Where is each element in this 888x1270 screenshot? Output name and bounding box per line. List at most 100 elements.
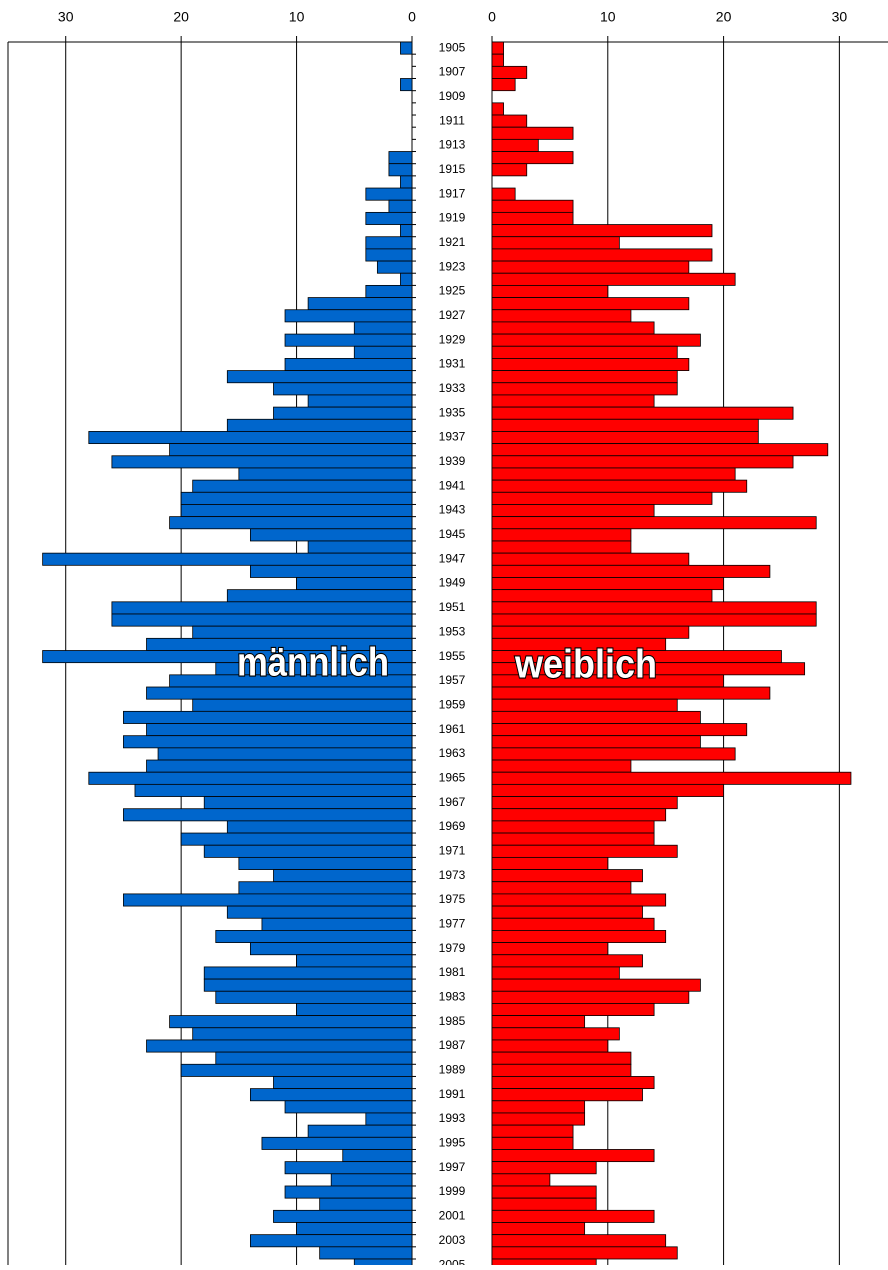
category-label: 1929 bbox=[439, 332, 466, 346]
bar bbox=[491, 479, 748, 493]
bar bbox=[491, 297, 690, 311]
category-label: 1975 bbox=[439, 892, 466, 906]
bar bbox=[203, 966, 413, 980]
bar bbox=[491, 808, 667, 822]
bar bbox=[192, 625, 413, 639]
bar bbox=[123, 893, 413, 907]
bar bbox=[226, 418, 413, 432]
bar bbox=[491, 358, 690, 371]
bar bbox=[491, 759, 632, 773]
category-label: 1925 bbox=[439, 284, 466, 298]
bar bbox=[491, 613, 817, 627]
bar bbox=[491, 625, 690, 639]
bar bbox=[123, 808, 413, 822]
bar bbox=[491, 930, 667, 943]
category-label: 1917 bbox=[439, 186, 466, 200]
bar bbox=[491, 747, 736, 761]
bar bbox=[491, 942, 609, 956]
bar bbox=[491, 163, 528, 177]
bar bbox=[203, 978, 413, 992]
category-label: 1947 bbox=[439, 551, 466, 565]
category-label: 1995 bbox=[439, 1136, 466, 1150]
bar bbox=[491, 1003, 655, 1016]
bar bbox=[215, 930, 413, 943]
bar bbox=[226, 820, 413, 834]
bar bbox=[491, 211, 574, 225]
bar bbox=[226, 370, 413, 384]
bar bbox=[491, 467, 736, 481]
bar bbox=[296, 1222, 413, 1236]
bar bbox=[491, 917, 655, 931]
bar bbox=[491, 1015, 586, 1029]
bar bbox=[273, 869, 413, 883]
category-label: 1939 bbox=[439, 454, 466, 468]
bar bbox=[491, 126, 574, 140]
bar bbox=[192, 698, 413, 712]
bar bbox=[261, 1136, 413, 1150]
bar bbox=[365, 187, 413, 201]
bar bbox=[249, 942, 413, 956]
bar bbox=[111, 613, 413, 627]
bar bbox=[491, 114, 528, 128]
category-label: 1993 bbox=[439, 1111, 466, 1125]
bar bbox=[284, 309, 413, 323]
bar bbox=[491, 783, 724, 797]
bar bbox=[365, 236, 413, 250]
bar bbox=[146, 759, 413, 773]
category-label: 1961 bbox=[439, 722, 466, 736]
bar bbox=[491, 394, 655, 408]
bar bbox=[491, 771, 852, 785]
category-label: 1989 bbox=[439, 1063, 466, 1077]
category-label: 1945 bbox=[439, 527, 466, 541]
category-label: 1941 bbox=[439, 478, 466, 492]
bar bbox=[400, 41, 413, 55]
bar bbox=[284, 333, 413, 347]
bar bbox=[157, 747, 413, 761]
bar bbox=[388, 199, 413, 213]
bar bbox=[330, 1173, 413, 1187]
bar bbox=[180, 1063, 413, 1077]
category-label: 1953 bbox=[439, 624, 466, 638]
x-tick-label: 0 bbox=[488, 9, 496, 25]
bar bbox=[296, 954, 413, 968]
bar bbox=[353, 345, 413, 359]
bar bbox=[491, 844, 678, 858]
category-label: 2003 bbox=[439, 1233, 466, 1247]
bar bbox=[342, 1149, 413, 1163]
bar bbox=[491, 236, 620, 250]
bar bbox=[146, 686, 413, 700]
bar bbox=[491, 832, 655, 846]
category-label: 1955 bbox=[439, 649, 466, 663]
bar bbox=[491, 491, 713, 505]
x-tick-label: 20 bbox=[716, 9, 732, 25]
bar bbox=[319, 1197, 413, 1211]
series-label: weiblich bbox=[514, 643, 657, 687]
category-label: 1981 bbox=[439, 965, 466, 979]
bar bbox=[491, 1136, 574, 1150]
bar bbox=[491, 187, 516, 201]
bar bbox=[491, 881, 632, 895]
bar bbox=[491, 1173, 551, 1187]
bar bbox=[146, 723, 413, 737]
category-label: 1967 bbox=[439, 795, 466, 809]
bar bbox=[238, 856, 413, 870]
bar bbox=[88, 771, 413, 785]
x-tick-label: 30 bbox=[58, 9, 74, 25]
bar bbox=[284, 1185, 413, 1199]
bar bbox=[249, 1088, 413, 1102]
bar bbox=[226, 589, 413, 603]
category-label: 1971 bbox=[439, 843, 466, 857]
bar bbox=[238, 881, 413, 895]
category-label: 1933 bbox=[439, 381, 466, 395]
bar bbox=[215, 990, 413, 1004]
bar bbox=[146, 1039, 413, 1053]
category-label: 1909 bbox=[439, 89, 466, 103]
bar bbox=[491, 1027, 620, 1041]
bar bbox=[169, 516, 413, 530]
x-tick-label: 20 bbox=[173, 9, 189, 25]
bar bbox=[365, 1112, 413, 1126]
bar bbox=[491, 418, 759, 432]
category-label: 1965 bbox=[439, 770, 466, 784]
bar bbox=[192, 479, 413, 493]
bar bbox=[491, 1161, 597, 1175]
